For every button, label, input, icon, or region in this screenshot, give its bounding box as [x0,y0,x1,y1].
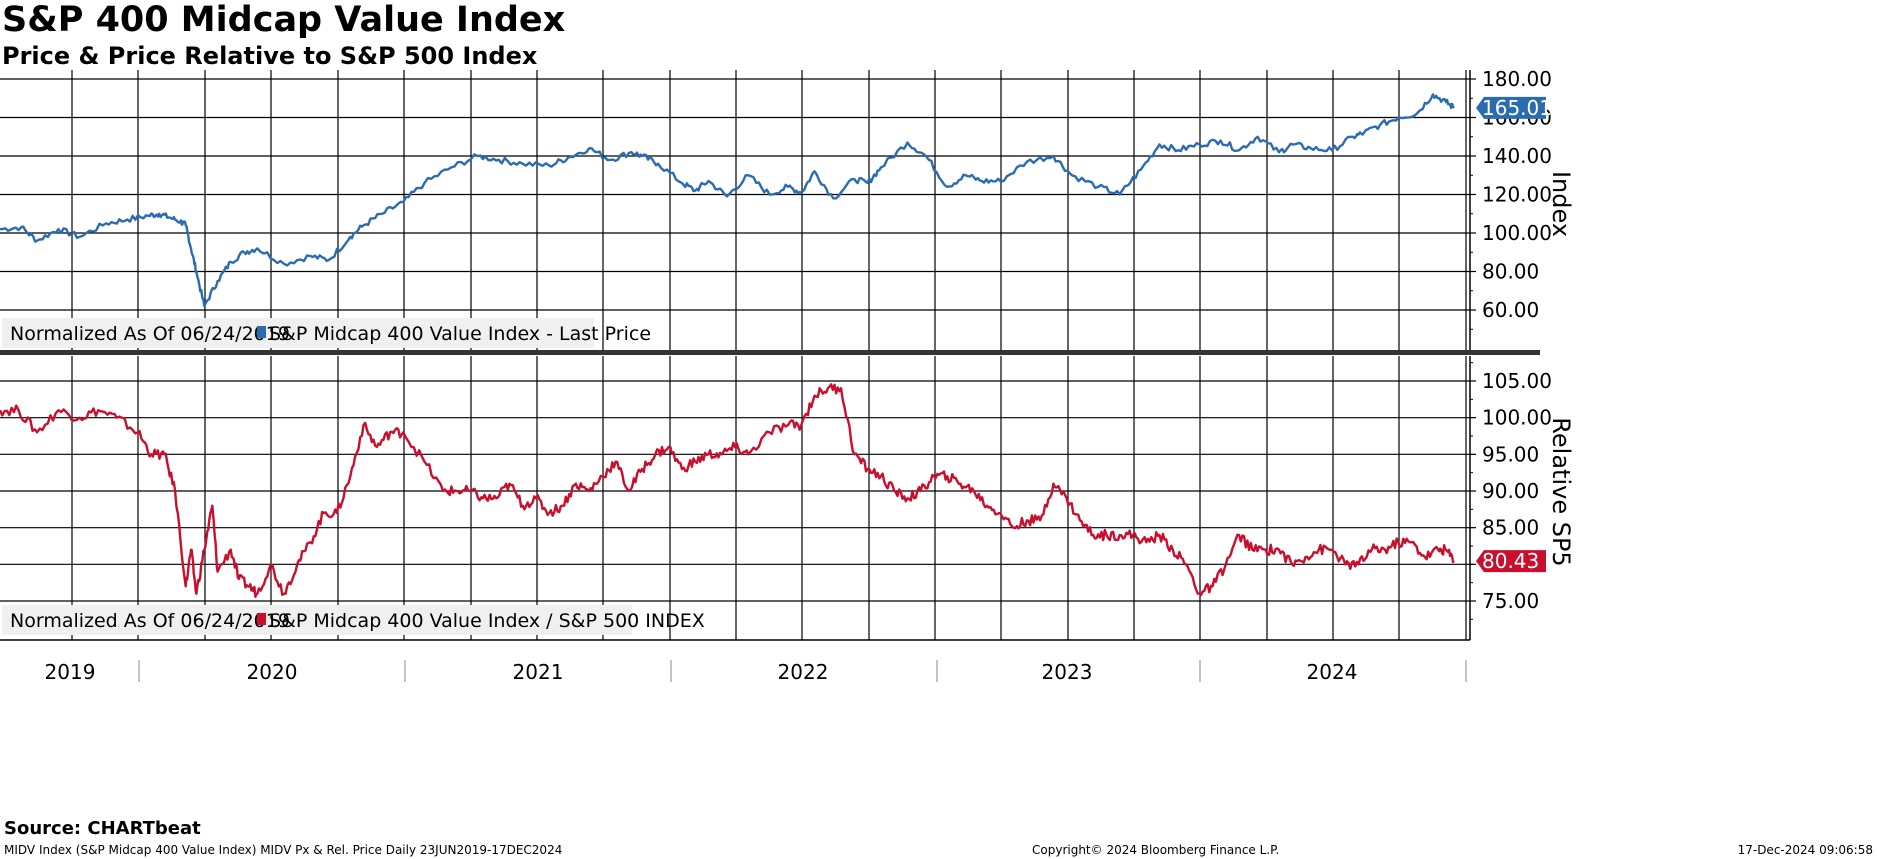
series-line-price-panel [0,93,1455,308]
chart-subtitle: Price & Price Relative to S&P 500 Index [2,42,538,70]
y-axis-title: Relative SP5 [1547,417,1575,566]
legend-background [2,318,594,348]
y-tick-label: 120.00 [1482,183,1552,207]
y-tick-label: 75.00 [1482,589,1539,613]
panel-price-panel: 60.0080.00100.00120.00140.00160.00180.00… [0,67,1575,350]
y-tick-label: 100.00 [1482,221,1552,245]
x-year-label: 2024 [1307,660,1358,684]
last-value-flag: 165.01 [1476,96,1552,120]
x-year-label: 2021 [513,660,564,684]
chart-title: S&P 400 Midcap Value Index [2,0,566,40]
y-tick-label: 60.00 [1482,298,1539,322]
y-tick-label: 85.00 [1482,516,1539,540]
legend-background [2,605,632,635]
flag-shape [1476,550,1546,573]
footer-description: MIDV Index (S&P Midcap 400 Value Index) … [4,843,563,857]
x-year-label: 2020 [247,660,298,684]
legend-entry: S&P Midcap 400 Value Index / S&P 500 IND… [269,610,705,632]
x-year-label: 2019 [45,660,96,684]
y-tick-label: 95.00 [1482,442,1539,466]
legend-swatch [257,326,266,338]
source-label: Source: CHARTbeat [4,818,201,839]
legend-swatch [257,613,266,625]
footer-copyright: Copyright© 2024 Bloomberg Finance L.P. [1032,843,1280,857]
y-axis-title: Index [1547,171,1575,237]
last-value-flag: 80.43 [1476,549,1546,573]
y-tick-label: 140.00 [1482,144,1552,168]
panel-divider [0,350,1540,355]
y-tick-label: 90.00 [1482,479,1539,503]
y-tick-label: 180.00 [1482,67,1552,91]
last-value-label: 80.43 [1482,549,1539,573]
legend-normalized-label: Normalized As Of 06/24/2019 [10,323,290,345]
series-line-relative-panel [0,383,1455,598]
panel-relative-panel: 75.0080.0085.0090.0095.00100.00105.0080.… [0,356,1575,640]
y-tick-label: 105.00 [1482,369,1552,393]
footer-timestamp: 17-Dec-2024 09:06:58 [1737,843,1873,857]
flag-shape [1476,96,1546,119]
x-year-label: 2022 [778,660,829,684]
y-tick-label: 100.00 [1482,406,1552,430]
last-value-label: 165.01 [1482,96,1552,120]
y-tick-label: 80.00 [1482,260,1539,284]
legend-entry: S&P Midcap 400 Value Index - Last Price [269,323,651,345]
legend-normalized-label: Normalized As Of 06/24/2019 [10,610,290,632]
x-year-label: 2023 [1042,660,1093,684]
